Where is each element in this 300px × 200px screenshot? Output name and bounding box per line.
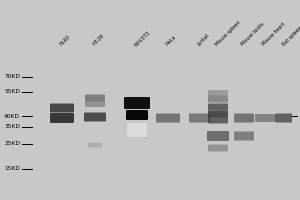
Text: Jurkat: Jurkat bbox=[196, 33, 210, 47]
Text: NIH/3T3: NIH/3T3 bbox=[134, 29, 151, 47]
FancyBboxPatch shape bbox=[50, 104, 74, 112]
Text: HL60: HL60 bbox=[58, 34, 71, 47]
FancyBboxPatch shape bbox=[207, 131, 229, 141]
FancyBboxPatch shape bbox=[208, 90, 228, 96]
FancyBboxPatch shape bbox=[156, 114, 180, 122]
Text: 25KD: 25KD bbox=[4, 141, 20, 146]
FancyBboxPatch shape bbox=[85, 95, 105, 102]
FancyBboxPatch shape bbox=[208, 116, 228, 123]
FancyBboxPatch shape bbox=[234, 132, 254, 140]
Text: Rat spleen: Rat spleen bbox=[281, 25, 300, 47]
Text: 70KD: 70KD bbox=[4, 74, 20, 79]
FancyBboxPatch shape bbox=[88, 142, 102, 148]
Text: HeLa: HeLa bbox=[164, 35, 177, 47]
FancyBboxPatch shape bbox=[208, 110, 228, 117]
Text: HT-29: HT-29 bbox=[92, 33, 105, 47]
FancyBboxPatch shape bbox=[85, 101, 105, 107]
FancyBboxPatch shape bbox=[208, 144, 228, 152]
Text: 40KD: 40KD bbox=[4, 114, 20, 119]
FancyBboxPatch shape bbox=[124, 97, 150, 109]
FancyBboxPatch shape bbox=[84, 112, 106, 121]
Text: Mouse testis: Mouse testis bbox=[241, 22, 266, 47]
FancyBboxPatch shape bbox=[208, 96, 228, 102]
Text: 55KD: 55KD bbox=[4, 89, 20, 94]
FancyBboxPatch shape bbox=[208, 104, 228, 110]
Text: 15KD: 15KD bbox=[4, 166, 20, 171]
FancyBboxPatch shape bbox=[255, 114, 275, 122]
FancyBboxPatch shape bbox=[275, 114, 295, 122]
FancyBboxPatch shape bbox=[126, 110, 148, 120]
FancyBboxPatch shape bbox=[234, 114, 254, 122]
Text: Mouse heart: Mouse heart bbox=[262, 22, 287, 47]
Text: Mouse spleen: Mouse spleen bbox=[214, 20, 242, 47]
FancyBboxPatch shape bbox=[50, 113, 74, 123]
Text: 35KD: 35KD bbox=[4, 124, 20, 129]
Text: EIF3H: EIF3H bbox=[299, 114, 300, 119]
FancyBboxPatch shape bbox=[189, 114, 211, 122]
FancyBboxPatch shape bbox=[127, 123, 147, 137]
